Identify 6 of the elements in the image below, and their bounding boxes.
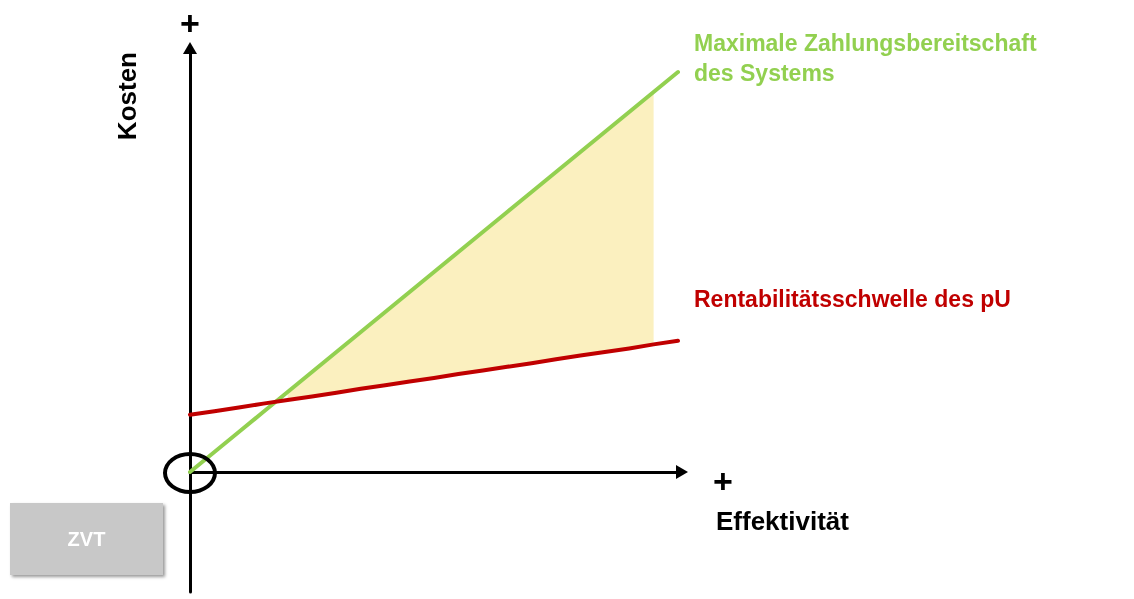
text: + xyxy=(713,462,733,500)
text: + xyxy=(180,4,200,42)
series-label: Rentabilitätsschwelle des pU xyxy=(694,285,1011,312)
y-axis-title: Kosten xyxy=(112,52,142,141)
series-label: Maximale Zahlungsbereitschaft des Systems xyxy=(694,30,1043,86)
x-axis-title: Effektivität xyxy=(716,506,850,536)
